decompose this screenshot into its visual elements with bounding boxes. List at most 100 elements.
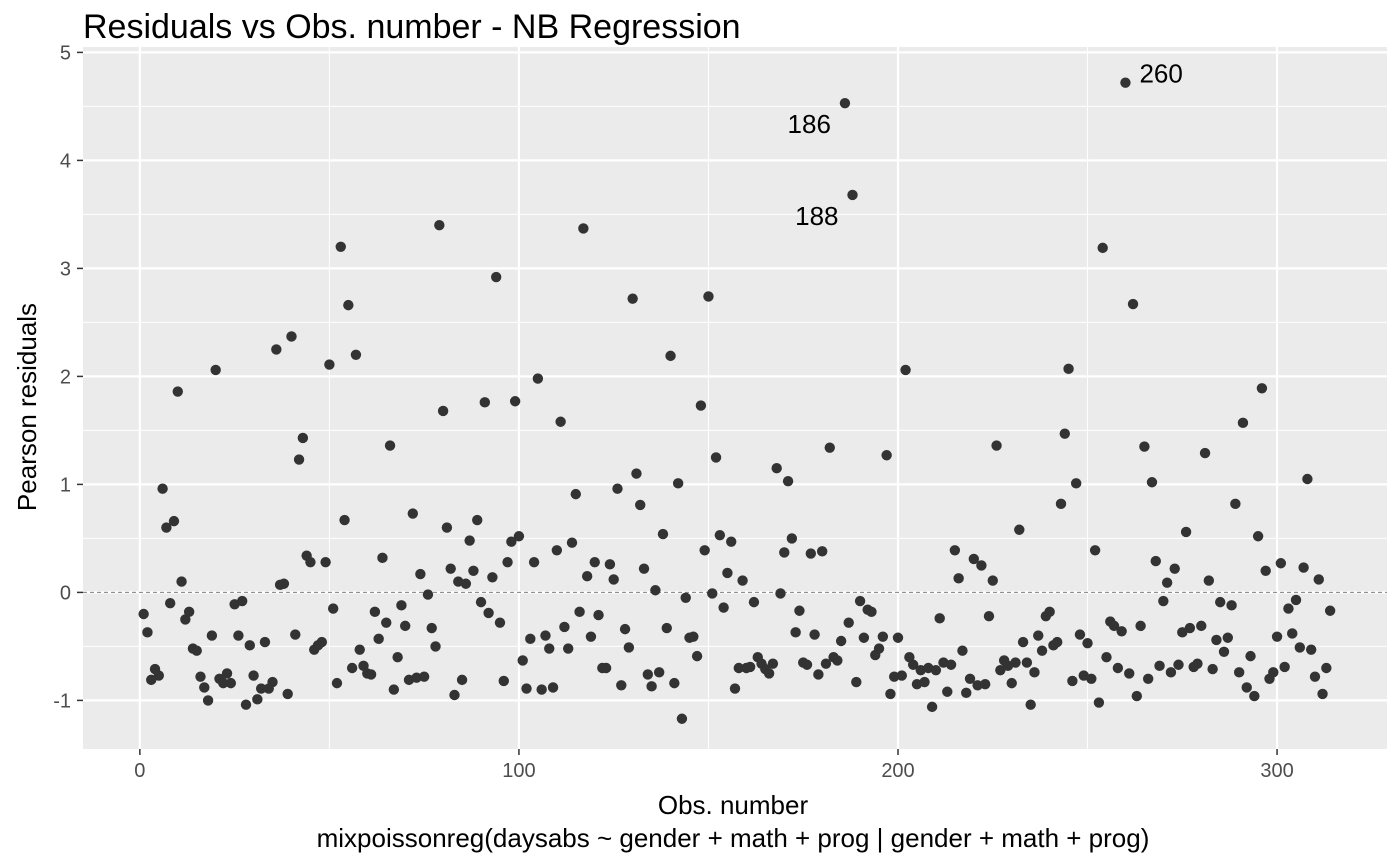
data-point bbox=[581, 571, 593, 582]
data-point bbox=[722, 567, 733, 579]
data-point bbox=[1294, 642, 1306, 653]
data-point bbox=[1014, 524, 1025, 535]
data-point bbox=[244, 640, 255, 651]
data-point bbox=[555, 416, 566, 427]
data-point bbox=[703, 291, 714, 302]
data-point bbox=[574, 606, 585, 618]
data-point bbox=[578, 223, 589, 234]
data-point bbox=[365, 669, 377, 680]
data-point bbox=[1021, 657, 1033, 668]
data-point bbox=[191, 645, 202, 656]
data-point bbox=[218, 677, 229, 689]
data-point bbox=[1324, 605, 1336, 616]
data-point bbox=[1305, 644, 1317, 655]
x-tick-label: 0 bbox=[134, 760, 145, 782]
data-point bbox=[142, 627, 153, 638]
data-point bbox=[525, 633, 536, 645]
data-point bbox=[343, 299, 354, 311]
data-point bbox=[487, 572, 498, 583]
data-point bbox=[354, 644, 365, 655]
point-label: 260 bbox=[1139, 59, 1182, 89]
data-point bbox=[991, 440, 1002, 451]
data-point bbox=[490, 271, 502, 283]
data-point bbox=[877, 631, 889, 642]
data-point bbox=[1309, 671, 1321, 682]
data-point bbox=[1279, 661, 1290, 673]
data-point bbox=[1275, 558, 1287, 569]
data-point bbox=[339, 514, 350, 526]
data-point bbox=[346, 662, 358, 674]
data-point bbox=[1097, 242, 1108, 254]
data-point bbox=[324, 359, 335, 370]
data-point bbox=[957, 645, 968, 656]
data-point bbox=[1313, 574, 1324, 585]
data-point bbox=[172, 386, 183, 397]
x-tick-label: 200 bbox=[881, 760, 914, 782]
data-point bbox=[676, 713, 688, 724]
data-point bbox=[305, 556, 316, 568]
data-point bbox=[1268, 667, 1279, 678]
data-point bbox=[1146, 477, 1158, 488]
data-point bbox=[472, 514, 483, 526]
data-point bbox=[316, 636, 328, 648]
data-point bbox=[794, 605, 805, 616]
data-point bbox=[282, 688, 293, 700]
data-point bbox=[559, 621, 570, 633]
data-point bbox=[942, 686, 953, 697]
data-point bbox=[835, 635, 847, 647]
data-point bbox=[1158, 595, 1169, 607]
data-point bbox=[737, 575, 748, 586]
data-point bbox=[979, 679, 991, 690]
data-point bbox=[934, 613, 945, 624]
data-point bbox=[157, 483, 168, 494]
data-point bbox=[1074, 629, 1086, 640]
data-point bbox=[885, 688, 896, 700]
data-point bbox=[949, 545, 961, 556]
y-tick-label: 1 bbox=[60, 474, 71, 496]
data-point bbox=[1006, 677, 1017, 689]
data-point bbox=[1150, 555, 1161, 567]
point-label: 186 bbox=[788, 109, 831, 139]
data-point bbox=[616, 680, 627, 691]
data-point bbox=[900, 364, 911, 376]
data-point bbox=[1131, 690, 1143, 702]
data-point bbox=[612, 483, 623, 494]
data-point bbox=[164, 598, 176, 609]
data-point bbox=[1093, 697, 1105, 708]
data-point bbox=[483, 607, 494, 619]
data-point bbox=[517, 655, 528, 666]
data-point bbox=[665, 350, 676, 362]
data-point bbox=[1317, 688, 1328, 700]
data-point bbox=[771, 463, 782, 474]
data-point bbox=[635, 499, 646, 511]
data-point bbox=[259, 636, 271, 648]
data-point bbox=[710, 452, 722, 463]
data-point bbox=[290, 629, 301, 640]
data-point bbox=[843, 617, 854, 628]
data-point bbox=[327, 603, 339, 614]
data-point bbox=[183, 606, 195, 618]
data-point bbox=[456, 674, 468, 686]
data-point bbox=[1070, 478, 1082, 489]
data-point bbox=[1196, 620, 1207, 632]
data-point bbox=[790, 627, 801, 638]
data-point bbox=[369, 606, 381, 618]
data-point bbox=[995, 664, 1006, 676]
data-point bbox=[1252, 531, 1264, 542]
data-point bbox=[445, 563, 456, 574]
data-point bbox=[820, 658, 832, 669]
data-point bbox=[415, 568, 426, 580]
data-point bbox=[964, 673, 976, 684]
data-point bbox=[623, 642, 635, 653]
data-point bbox=[726, 536, 737, 547]
data-point bbox=[521, 683, 532, 694]
data-point bbox=[866, 606, 877, 618]
data-point bbox=[195, 671, 206, 682]
data-point bbox=[1108, 620, 1120, 632]
data-point bbox=[987, 575, 998, 586]
data-point bbox=[1052, 636, 1063, 648]
data-point bbox=[1101, 652, 1112, 663]
data-point bbox=[1241, 682, 1252, 693]
data-point bbox=[202, 695, 214, 706]
data-point bbox=[688, 631, 699, 642]
